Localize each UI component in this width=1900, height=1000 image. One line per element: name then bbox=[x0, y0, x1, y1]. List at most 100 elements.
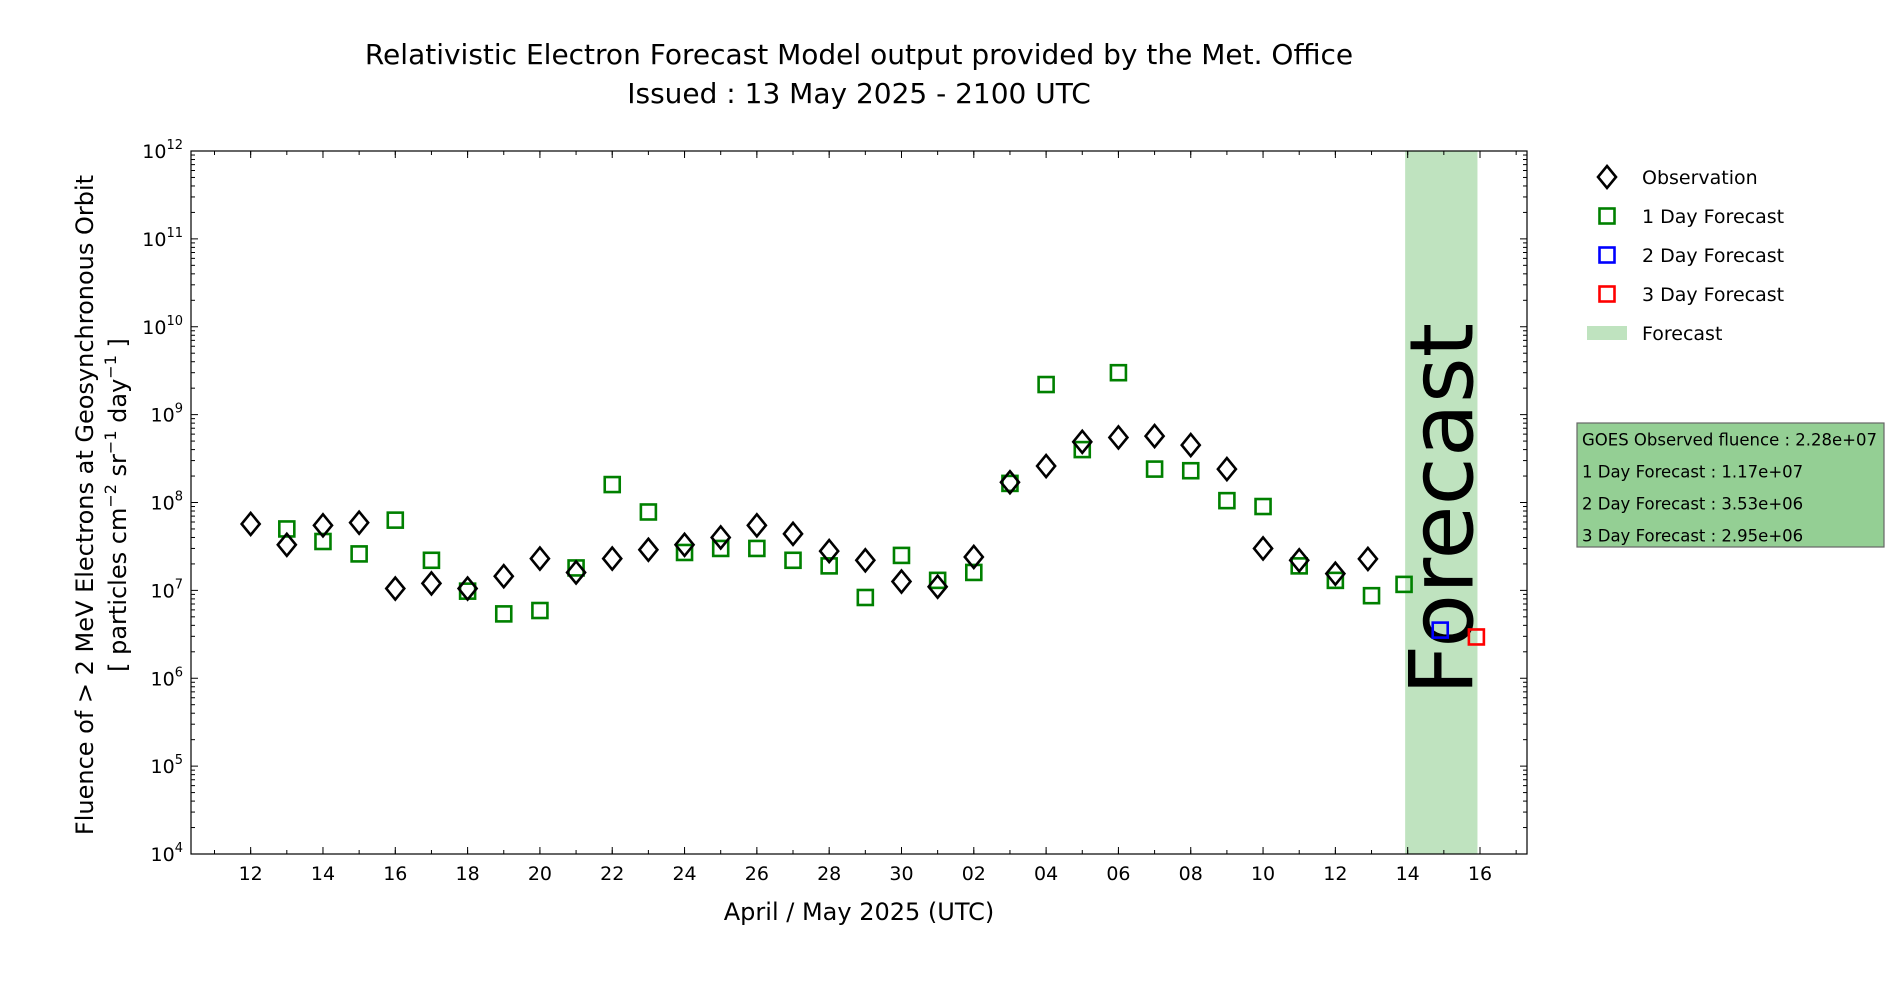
observation-point bbox=[926, 573, 949, 600]
observation-point bbox=[782, 520, 804, 547]
observation-point bbox=[746, 512, 768, 539]
y-tick-label: 104 bbox=[151, 841, 183, 866]
y-axis-units-label: [ particles cm−2 sr−1 day−1 ] bbox=[101, 338, 132, 672]
y-tick-label: 1012 bbox=[142, 138, 183, 163]
1-day-forecast-point bbox=[784, 551, 802, 570]
y-axis-units-part: −2 bbox=[101, 484, 120, 508]
1-day-forecast-point bbox=[531, 601, 549, 620]
y-axis-units-part: day bbox=[104, 379, 132, 431]
y-tick-label: 107 bbox=[151, 577, 183, 602]
1-day-forecast-point bbox=[1073, 440, 1092, 459]
1-day-forecast-point bbox=[1395, 575, 1413, 594]
y-tick-label: 1010 bbox=[142, 314, 183, 339]
observation-point bbox=[1180, 432, 1202, 459]
observation-point bbox=[565, 559, 587, 586]
legend-label: Observation bbox=[1642, 167, 1758, 189]
observation-point bbox=[1216, 456, 1238, 483]
x-tick-label: 14 bbox=[1396, 863, 1420, 885]
y-tick-label: 108 bbox=[151, 490, 183, 515]
y-axis-units-part: −1 bbox=[101, 430, 120, 454]
observation-point bbox=[529, 545, 551, 572]
legend-marker-observation bbox=[1596, 163, 1618, 191]
x-tick-label: 02 bbox=[962, 863, 986, 885]
x-axis-label: April / May 2025 (UTC) bbox=[724, 898, 994, 926]
legend-marker-forecast bbox=[1587, 326, 1627, 340]
x-tick-label: 16 bbox=[1468, 863, 1492, 885]
legend-label: Forecast bbox=[1642, 323, 1722, 345]
observation-point bbox=[1324, 560, 1347, 587]
x-tick-label: 14 bbox=[311, 863, 335, 885]
1-day-forecast-point bbox=[350, 545, 368, 563]
observation-point bbox=[276, 531, 298, 558]
chart-title: Relativistic Electron Forecast Model out… bbox=[365, 38, 1353, 71]
x-tick-label: 16 bbox=[383, 863, 407, 885]
observation-point bbox=[710, 524, 732, 551]
y-tick-label: 1011 bbox=[142, 226, 183, 251]
observation-point bbox=[999, 469, 1021, 496]
observation-point bbox=[1107, 424, 1130, 451]
x-tick-label: 18 bbox=[456, 863, 480, 885]
y-tick-label: 105 bbox=[151, 753, 183, 778]
x-tick-label: 30 bbox=[889, 863, 913, 885]
legend-marker-1-day-forecast bbox=[1598, 207, 1616, 225]
observation-point bbox=[456, 575, 479, 602]
1-day-forecast-point bbox=[639, 503, 658, 521]
observation-point bbox=[348, 509, 370, 536]
1-day-forecast-point bbox=[820, 557, 838, 575]
x-tick-label: 10 bbox=[1251, 863, 1275, 885]
x-tick-label: 08 bbox=[1179, 863, 1203, 885]
legend-label: 2 Day Forecast bbox=[1642, 245, 1784, 267]
x-tick-label: 26 bbox=[745, 863, 769, 885]
observation-point bbox=[1288, 547, 1310, 574]
1-day-forecast-point bbox=[314, 532, 332, 551]
observation-point bbox=[601, 545, 623, 572]
1-day-forecast-point bbox=[422, 551, 441, 570]
1-day-forecast-point bbox=[1290, 557, 1309, 575]
observation-point bbox=[1143, 423, 1166, 450]
y-tick-label: 106 bbox=[151, 665, 183, 690]
observation-point bbox=[420, 570, 443, 597]
1-day-forecast-point bbox=[494, 605, 513, 623]
observation-point bbox=[1035, 452, 1057, 480]
forecast-band bbox=[1405, 151, 1478, 854]
1-day-forecast-point bbox=[964, 563, 983, 582]
observation-point bbox=[1071, 428, 1093, 455]
observation-point bbox=[818, 538, 840, 565]
x-tick-label: 24 bbox=[672, 863, 696, 885]
1-day-forecast-point bbox=[1326, 571, 1345, 590]
observation-point bbox=[854, 547, 877, 574]
info-box-line: 1 Day Forecast : 1.17e+07 bbox=[1582, 463, 1803, 482]
y-tick-label: 109 bbox=[151, 402, 183, 427]
y-axis-units-part: −1 bbox=[101, 355, 120, 379]
1-day-forecast-point bbox=[1109, 363, 1128, 382]
1-day-forecast-point bbox=[711, 539, 730, 558]
x-tick-label: 04 bbox=[1034, 863, 1058, 885]
1-day-forecast-point bbox=[1362, 586, 1381, 605]
1-day-forecast-point bbox=[856, 588, 875, 607]
1-day-forecast-point bbox=[928, 571, 947, 590]
legend-label: 3 Day Forecast bbox=[1642, 284, 1784, 306]
observation-point bbox=[1357, 545, 1379, 572]
x-tick-label: 12 bbox=[1323, 863, 1347, 885]
1-day-forecast-point bbox=[1145, 460, 1164, 478]
2-day-forecast-point bbox=[1431, 621, 1450, 639]
1-day-forecast-point bbox=[1218, 491, 1236, 510]
legend-marker-3-day-forecast bbox=[1598, 285, 1616, 303]
forecast-band-layer: Forecast bbox=[1390, 151, 1493, 854]
x-tick-label: 12 bbox=[239, 863, 263, 885]
y-axis-units-part: ] bbox=[104, 338, 132, 355]
y-axis-units-part: sr bbox=[104, 454, 132, 484]
info-box-line: GOES Observed fluence : 2.28e+07 bbox=[1582, 431, 1877, 450]
observation-point bbox=[673, 531, 696, 558]
x-tick-label: 06 bbox=[1106, 863, 1130, 885]
info-box-background bbox=[1576, 422, 1885, 548]
info-box-line: 3 Day Forecast : 2.95e+06 bbox=[1582, 527, 1803, 546]
info-box: GOES Observed fluence : 2.28e+07 1 Day Fo… bbox=[1576, 422, 1885, 548]
1-day-forecast-point bbox=[386, 511, 405, 529]
1-day-forecast-point bbox=[1037, 375, 1055, 394]
1-day-forecast-point bbox=[1181, 461, 1200, 480]
1-day-forecast-point bbox=[892, 546, 911, 565]
1-day-forecast-point bbox=[675, 543, 694, 562]
